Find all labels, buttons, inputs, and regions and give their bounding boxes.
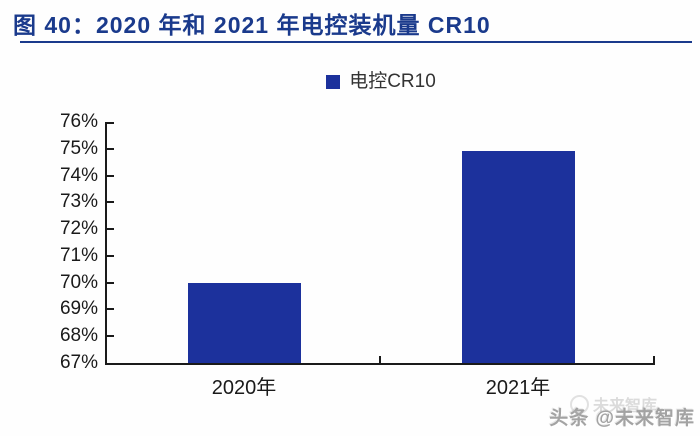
x-axis-tick [653,356,655,363]
legend-label: 电控CR10 [349,71,436,92]
x-axis-label: 2021年 [485,377,551,399]
watermark-ghost: 未来智库 [549,392,657,416]
y-axis-tick [107,308,114,311]
y-axis-tick-label: 75% [59,137,98,159]
y-axis-tick-label: 73% [59,191,98,213]
y-axis-tick-label: 72% [59,218,98,240]
y-axis-tick [107,228,114,231]
watermark-logo-icon [569,395,589,414]
y-axis-tick [107,254,114,257]
title-underline [20,41,692,43]
legend-swatch-icon [326,74,341,89]
y-axis-tick [107,147,114,150]
y-axis-tick-label: 68% [59,325,98,347]
y-axis-tick-label: 76% [59,111,98,132]
watermark-ghost-text: 未来智库 [592,398,657,415]
y-axis-tick [107,174,114,177]
y-axis-tick-label: 67% [59,352,98,373]
watermark-text: 头条 @未来智库 [549,408,695,429]
bar [187,283,301,363]
y-axis-tick [107,281,114,284]
x-axis-labels: 2020年 2021年 [107,371,655,399]
y-axis-labels: 67% 68% 69% 70% 71% 72% 73% 74% 75% 76% [0,112,98,373]
bar [461,150,575,363]
chart-legend: 电控CR10 [107,71,655,92]
x-axis-label: 2020年 [211,377,277,399]
x-axis-tick [379,356,381,363]
watermark: 未来智库 头条 @未来智库 [549,392,695,430]
y-axis-tick-label: 70% [59,271,98,293]
y-axis-tick-label: 74% [59,164,98,186]
y-axis-tick [107,335,114,338]
plot-area [105,122,655,365]
y-axis-tick-label: 71% [59,244,98,266]
y-axis-tick [107,122,114,124]
figure-title: 图 40：2020 年和 2021 年电控装机量 CR10 [13,12,491,38]
y-axis-tick-label: 69% [59,298,98,320]
y-axis-tick [107,201,114,204]
